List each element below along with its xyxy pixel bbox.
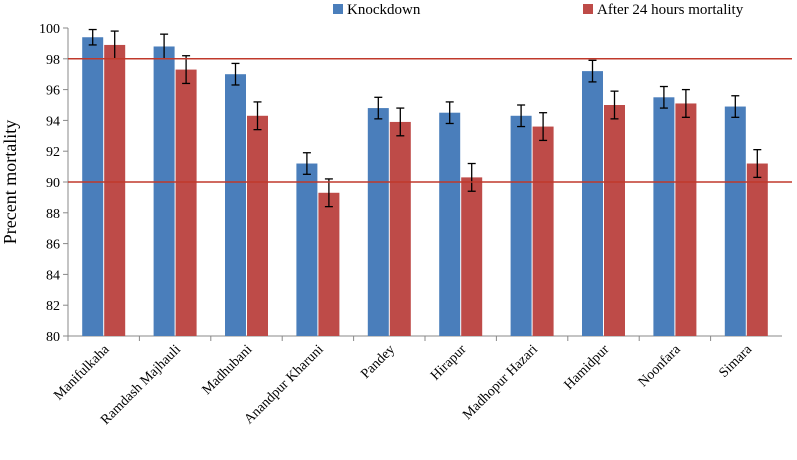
y-tick-label: 84 <box>46 268 60 283</box>
y-tick-label: 96 <box>46 84 60 99</box>
error-bar <box>467 162 476 192</box>
x-tick-label: Manifulkaha <box>51 342 113 404</box>
x-tick-label: Pandey <box>358 342 398 382</box>
x-tick-label: Hirapur <box>428 342 470 384</box>
bar <box>582 71 603 337</box>
error-bar <box>588 59 597 83</box>
bar <box>175 69 197 336</box>
y-tick-label: 90 <box>46 176 60 191</box>
error-bar <box>374 96 383 120</box>
error-bar <box>517 104 526 128</box>
bar <box>296 163 318 336</box>
x-tick-label: Simara <box>716 342 755 381</box>
legend-label: After 24 hours mortality <box>597 2 744 18</box>
bar <box>104 44 126 336</box>
error-bar <box>659 85 668 109</box>
error-bar <box>302 152 311 175</box>
error-bar <box>396 107 405 137</box>
error-bar <box>681 88 690 118</box>
bar <box>510 115 532 336</box>
bar <box>318 192 340 336</box>
x-tick-label: Noonfara <box>636 342 685 391</box>
error-bar <box>253 101 262 131</box>
y-tick-label: 86 <box>46 238 60 253</box>
bar <box>225 74 246 336</box>
bar <box>604 105 625 336</box>
y-tick-label: 92 <box>46 145 60 160</box>
bar <box>724 106 746 336</box>
x-tick-label: Ramdash Majhauli <box>98 342 184 428</box>
y-tick-label: 98 <box>46 53 60 68</box>
bar <box>153 46 175 336</box>
y-tick-label: 82 <box>46 299 60 314</box>
error-bar <box>88 28 97 46</box>
bar <box>461 177 483 336</box>
y-tick-label: 80 <box>46 330 60 345</box>
error-bar <box>324 178 333 208</box>
error-bar <box>445 101 454 125</box>
error-bar <box>610 90 619 120</box>
bar <box>746 163 768 336</box>
bar <box>439 112 461 336</box>
x-tick-label: Hamidpur <box>562 342 613 393</box>
legend-label: Knockdown <box>347 2 421 18</box>
bar <box>675 103 697 337</box>
bar <box>367 108 389 336</box>
error-bar <box>231 62 240 86</box>
y-axis-label: Precent mortality <box>0 120 20 244</box>
y-tick-label: 94 <box>46 114 60 129</box>
bar <box>82 37 104 337</box>
bar <box>532 126 554 336</box>
error-bar <box>539 112 548 142</box>
legend-swatch <box>333 4 343 14</box>
bar <box>653 97 675 336</box>
bar <box>389 121 411 336</box>
x-tick-label: Anandpur Kharuni <box>242 342 327 427</box>
x-tick-label: Madhubani <box>200 342 256 398</box>
bar <box>247 115 268 336</box>
x-tick-label: Madhopur Hazari <box>460 342 541 423</box>
error-bar <box>753 149 762 179</box>
y-tick-label: 88 <box>46 207 60 222</box>
error-bar <box>731 95 740 118</box>
legend-swatch <box>583 4 593 14</box>
error-bar <box>182 55 191 85</box>
y-tick-label: 100 <box>39 22 60 37</box>
